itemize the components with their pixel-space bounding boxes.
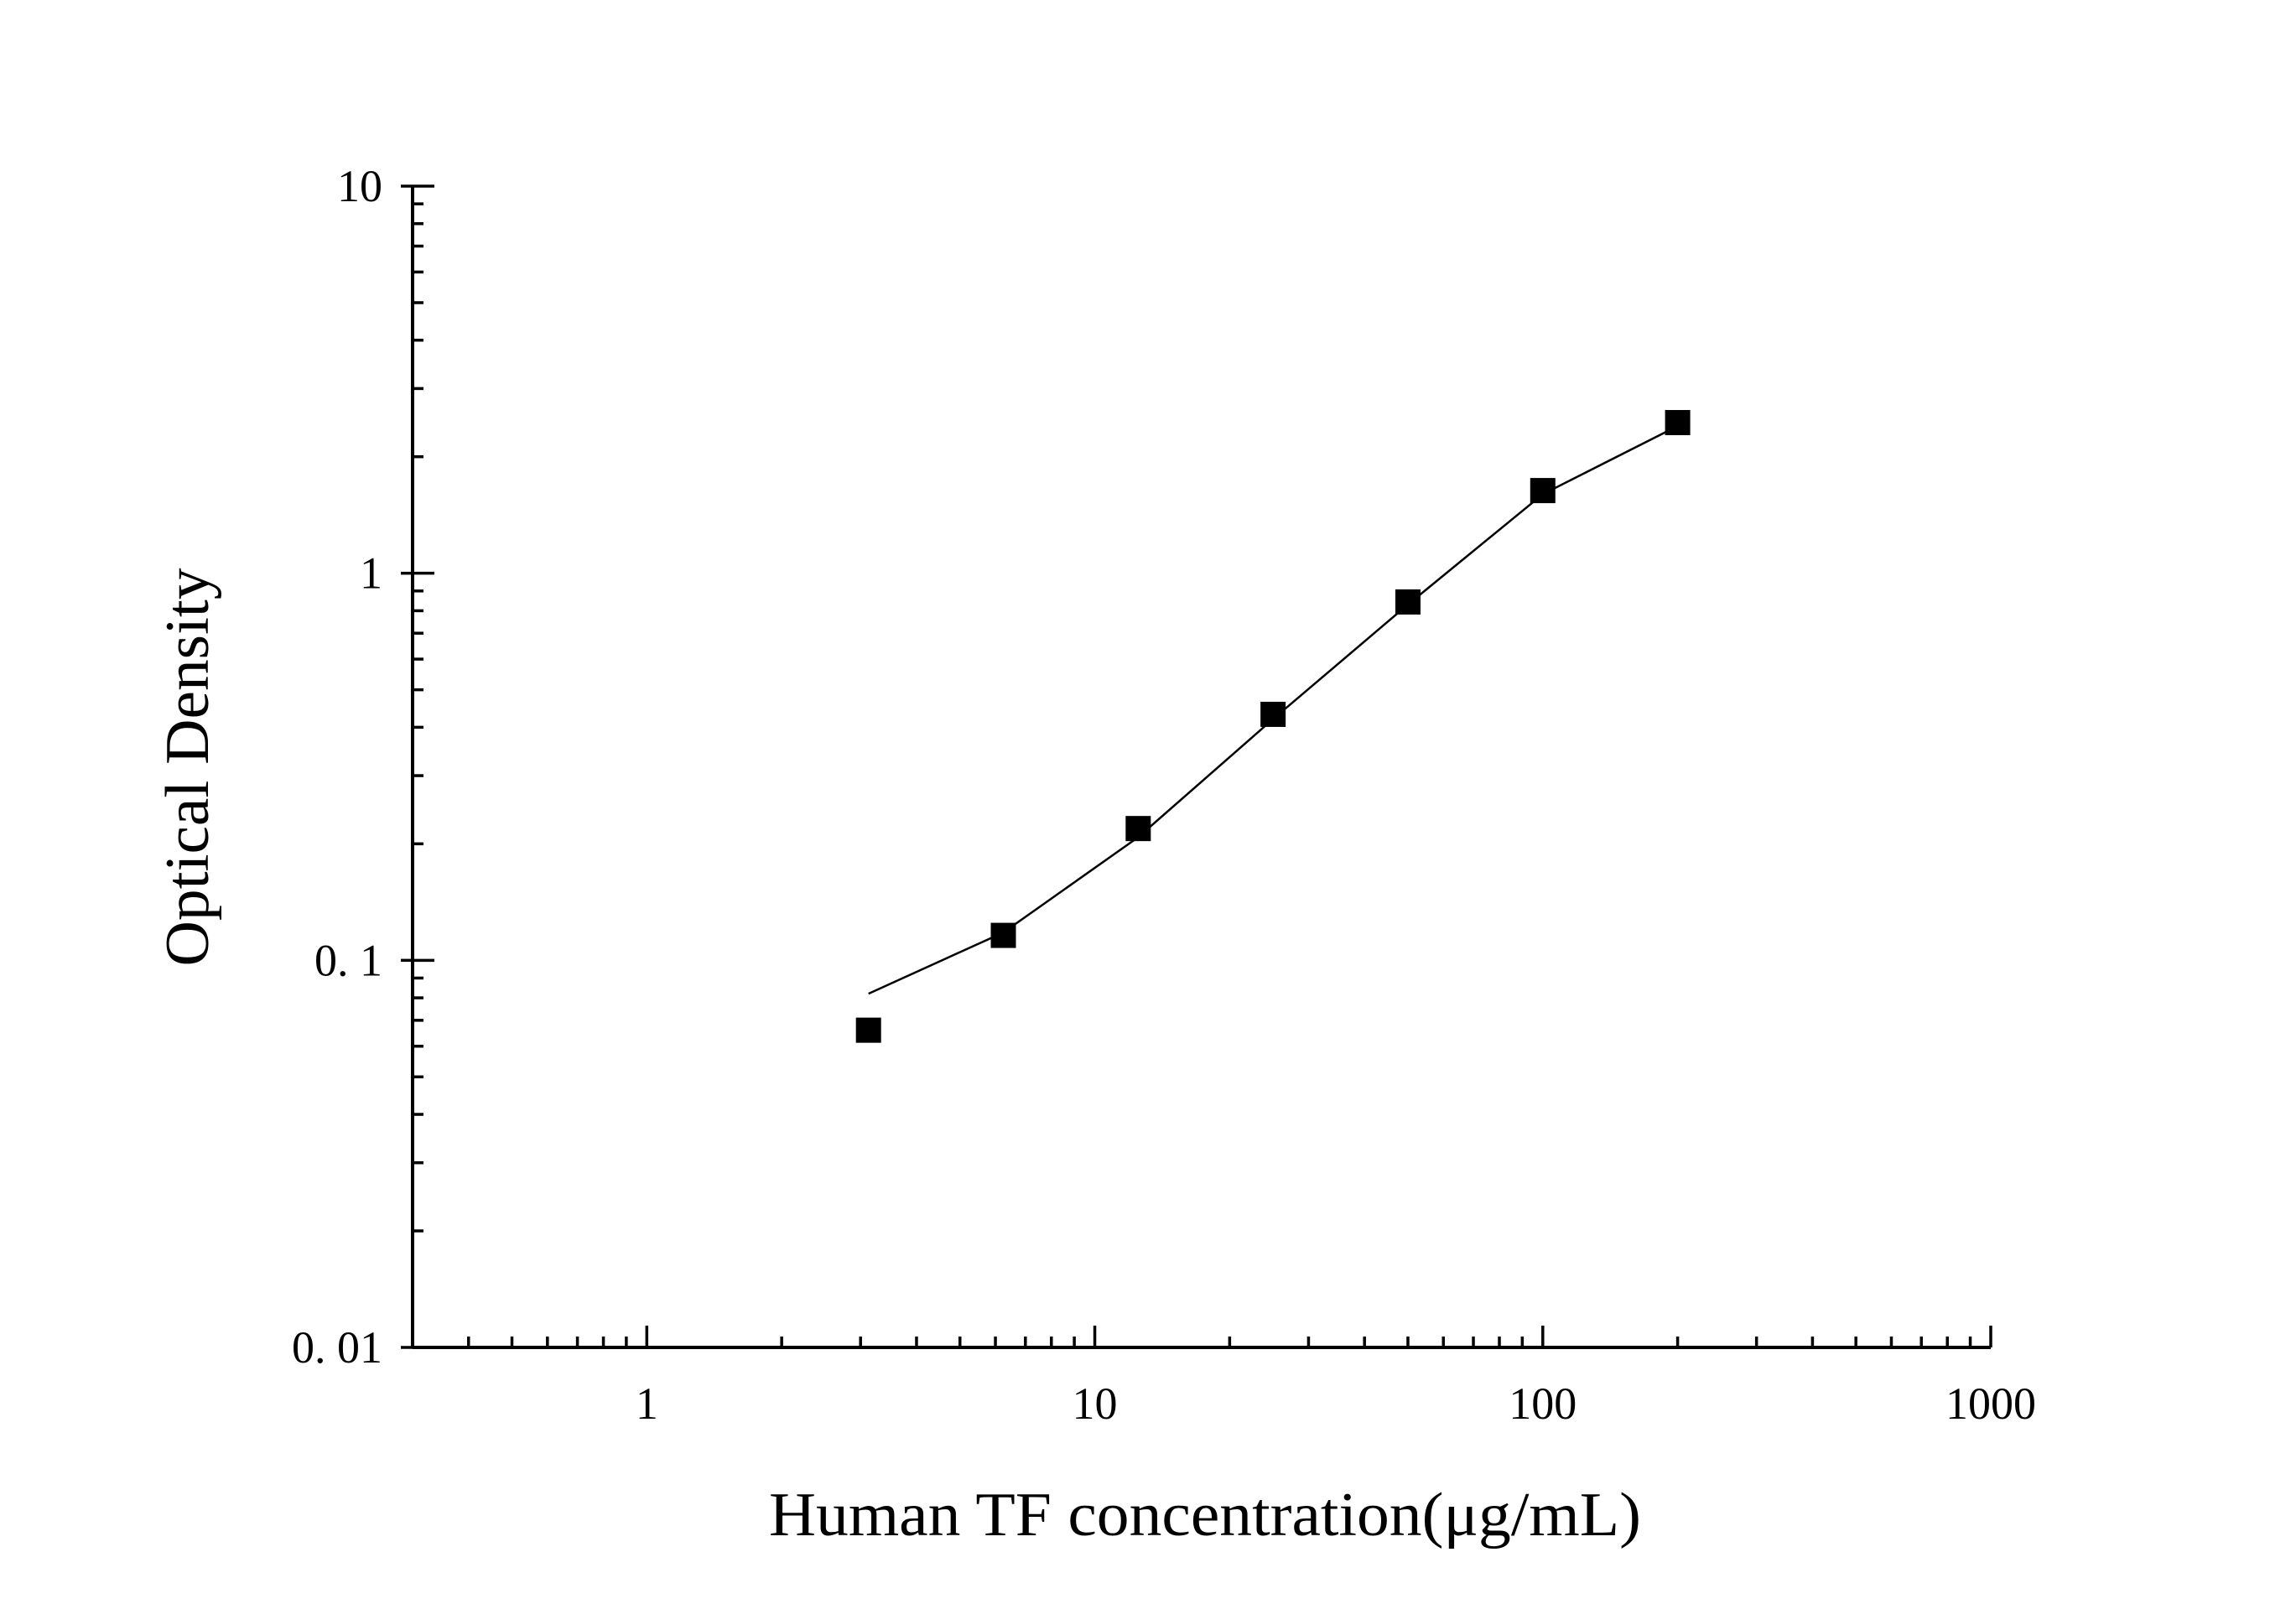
- y-tick-label: 0. 01: [292, 1322, 382, 1373]
- data-point: [1395, 589, 1421, 615]
- y-axis-title: Optical Density: [153, 568, 222, 967]
- axes: [411, 186, 1991, 1349]
- y-tick-label: 1: [360, 548, 382, 599]
- data-markers: [855, 410, 1691, 1043]
- data-point: [1665, 410, 1691, 436]
- data-point: [855, 1017, 881, 1043]
- x-tick-label: 100: [1509, 1378, 1577, 1429]
- data-point: [990, 922, 1016, 948]
- y-tick-label: 0. 1: [314, 935, 382, 985]
- data-point: [1530, 478, 1556, 504]
- tick-labels: 1 10 100 1000 0. 01 0. 1 1 10: [292, 161, 2036, 1429]
- x-tick-label: 1: [636, 1378, 658, 1429]
- x-tick-label: 1000: [1945, 1378, 2036, 1429]
- x-tick-label: 10: [1073, 1378, 1118, 1429]
- x-axis-title: Human TF concentration(μg/mL): [769, 1481, 1641, 1549]
- ticks: [401, 184, 1992, 1349]
- data-point: [1125, 816, 1151, 842]
- data-point: [1260, 701, 1286, 727]
- y-tick-label: 10: [337, 161, 382, 211]
